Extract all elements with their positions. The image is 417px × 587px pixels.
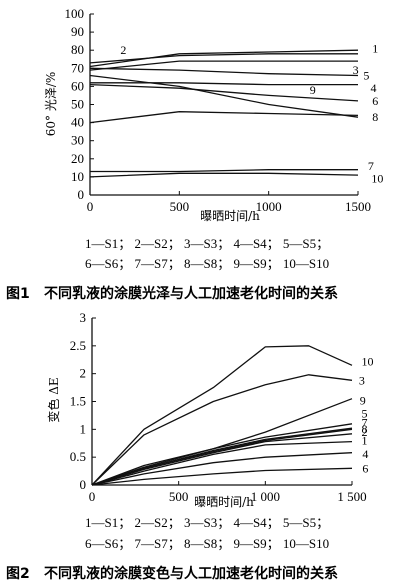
series-line-2 [91, 433, 353, 486]
series-label-2: 2 [362, 425, 368, 439]
y-tick-label: 50 [71, 97, 84, 112]
series-line-9 [89, 74, 359, 118]
y-tick-label: 80 [71, 42, 84, 57]
series-label-7: 7 [362, 416, 368, 430]
y-tick-label: 0 [78, 187, 85, 202]
series-label-9: 9 [360, 393, 366, 407]
y-tick-label: 60 [71, 78, 84, 93]
y-tick-label: 70 [71, 60, 84, 75]
x-tick-label: 1000 [256, 199, 282, 214]
series-line-5 [89, 67, 359, 77]
series-line-7 [90, 169, 358, 173]
y-tick-label: 3 [80, 310, 87, 325]
figure-label: 图1 [6, 286, 30, 302]
chart-title: 不同乳液的涂膜变色与人工加速老化时间的关系 [44, 565, 338, 582]
x-tick-label: 0 [89, 489, 96, 504]
series-label-7: 7 [368, 159, 374, 173]
series-label-5: 5 [363, 69, 369, 83]
series-label-10: 10 [362, 354, 374, 368]
y-tick-label: 2 [80, 366, 87, 381]
figure-label: 图2 [6, 566, 30, 582]
legend-line-1: 1—S1； 2—S2； 3—S3； 4—S4； 5—S5； [85, 236, 329, 252]
series-label-5: 5 [362, 407, 368, 421]
legend-line-1: 1—S1； 2—S2； 3—S3； 4—S4； 5—S5； [85, 515, 329, 531]
x-tick-label: 500 [169, 489, 189, 504]
x-tick-label: 0 [87, 199, 94, 214]
series-label-4: 4 [371, 81, 377, 95]
series-line-1 [89, 49, 359, 68]
series-line-8 [91, 428, 353, 486]
x-tick-label: 1 500 [337, 489, 366, 504]
y-axis-label: 60° 光泽/% [44, 72, 58, 137]
y-tick-label: 30 [71, 133, 84, 148]
series-label-8: 8 [372, 110, 378, 124]
chart-title: 不同乳液的涂膜光泽与人工加速老化时间的关系 [44, 285, 338, 302]
series-label-3: 3 [359, 373, 365, 387]
series-label-6: 6 [362, 461, 368, 475]
chart-color-change: 00.511.522.53 0 500 1 000 1 500 12345678910… [6, 310, 374, 582]
series-line-9 [91, 398, 353, 486]
x-tick-label: 1 000 [251, 489, 280, 504]
y-tick-label: 1.5 [70, 394, 86, 409]
series-line-1 [91, 440, 353, 486]
series-line-4 [90, 82, 358, 86]
series-label-9: 9 [310, 83, 316, 97]
series-label-4: 4 [362, 447, 368, 461]
series-line-6 [91, 467, 353, 486]
series-label-1: 1 [372, 41, 378, 55]
series-line-10 [91, 345, 353, 486]
y-tick-label: 0 [80, 477, 87, 492]
x-tick-label: 1500 [345, 199, 371, 214]
series-label-2: 2 [120, 43, 126, 57]
series-line-3 [91, 374, 353, 486]
legend-line-2: 6—S6； 7—S7； 8—S8； 9—S9； 10—S10 [85, 256, 329, 272]
y-tick-label: 0.5 [70, 449, 86, 464]
series-line-4 [91, 452, 353, 486]
x-axis-label: 曝晒时间/h [200, 209, 260, 223]
series-label-10: 10 [371, 172, 383, 186]
series-line-8 [89, 111, 359, 124]
series-line-3 [89, 60, 358, 71]
series-label-8: 8 [362, 422, 368, 436]
y-tick-label: 100 [65, 6, 85, 21]
x-tick-label: 500 [170, 199, 190, 214]
y-tick-label: 90 [71, 24, 84, 39]
series-label-1: 1 [362, 433, 368, 447]
series-line-6 [89, 83, 359, 102]
x-axis-label: 曝晒时间/h [194, 495, 254, 509]
y-tick-label: 1 [80, 421, 87, 436]
y-tick-label: 40 [71, 115, 84, 130]
y-tick-label: 20 [71, 151, 84, 166]
series-label-3: 3 [353, 63, 359, 77]
series-line-10 [89, 172, 359, 178]
legend-line-2: 6—S6； 7—S7； 8—S8； 9—S9； 10—S10 [85, 536, 329, 552]
y-tick-label: 2.5 [70, 338, 86, 353]
y-tick-label: 10 [71, 169, 84, 184]
series-line-2 [89, 53, 358, 64]
series-label-6: 6 [372, 94, 378, 108]
y-axis-label: 变色 ΔE [46, 377, 61, 422]
